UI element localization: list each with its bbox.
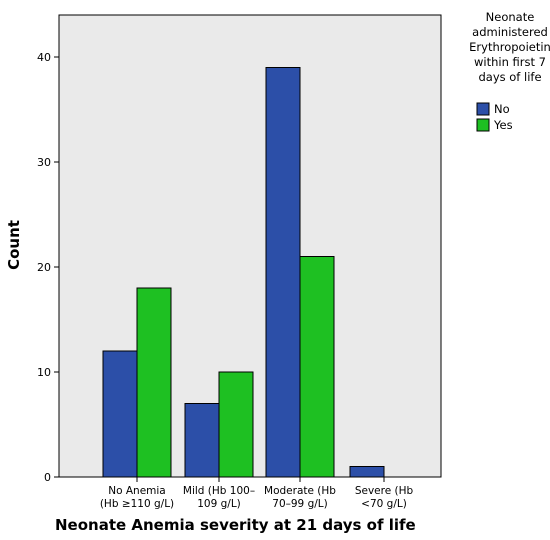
- x-tick-label: 70–99 g/L): [272, 498, 327, 510]
- legend-title-line: Erythropoietin: [469, 40, 550, 54]
- x-axis: No Anemia(Hb ≥110 g/L) Mild (Hb 100–109 g…: [100, 477, 414, 510]
- bar-yes-1: [218, 371, 254, 478]
- legend-swatch-no: [476, 102, 490, 116]
- legend-swatch-yes: [476, 118, 490, 132]
- legend-title-line: days of life: [478, 70, 541, 84]
- x-tick-label: No Anemia: [108, 485, 166, 497]
- x-tick-label: <70 g/L): [361, 498, 407, 510]
- y-axis-title: Count: [5, 220, 23, 270]
- x-tick-label: Moderate (Hb: [264, 485, 336, 497]
- legend-label-yes: Yes: [493, 118, 513, 132]
- y-tick-label: 40: [37, 51, 51, 64]
- y-tick-label: 20: [37, 261, 51, 274]
- x-tick-label: Mild (Hb 100–: [183, 485, 255, 497]
- legend-title-line: within first 7: [474, 55, 546, 69]
- y-tick-label: 0: [44, 471, 51, 484]
- legend: NeonateadministeredErythropoietinwithin …: [469, 10, 550, 132]
- bar-no-3: [349, 466, 385, 478]
- x-tick-label: (Hb ≥110 g/L): [100, 498, 174, 510]
- bar-yes-2: [299, 256, 335, 478]
- y-tick-label: 10: [37, 366, 51, 379]
- legend-label-no: No: [494, 102, 510, 116]
- bar-no-2: [265, 67, 301, 478]
- y-tick-label: 30: [37, 156, 51, 169]
- bar-yes-0: [136, 287, 172, 478]
- y-axis: 0 10 20 30 40: [37, 51, 59, 484]
- bars: [102, 67, 385, 478]
- legend-title-line: administered: [472, 25, 548, 39]
- x-tick-label: 109 g/L): [197, 498, 241, 510]
- legend-title-line: Neonate: [486, 10, 535, 24]
- x-tick-label: Severe (Hb: [355, 485, 414, 497]
- bar-no-0: [102, 350, 138, 478]
- x-axis-title: Neonate Anemia severity at 21 days of li…: [55, 516, 416, 534]
- bar-no-1: [184, 403, 220, 478]
